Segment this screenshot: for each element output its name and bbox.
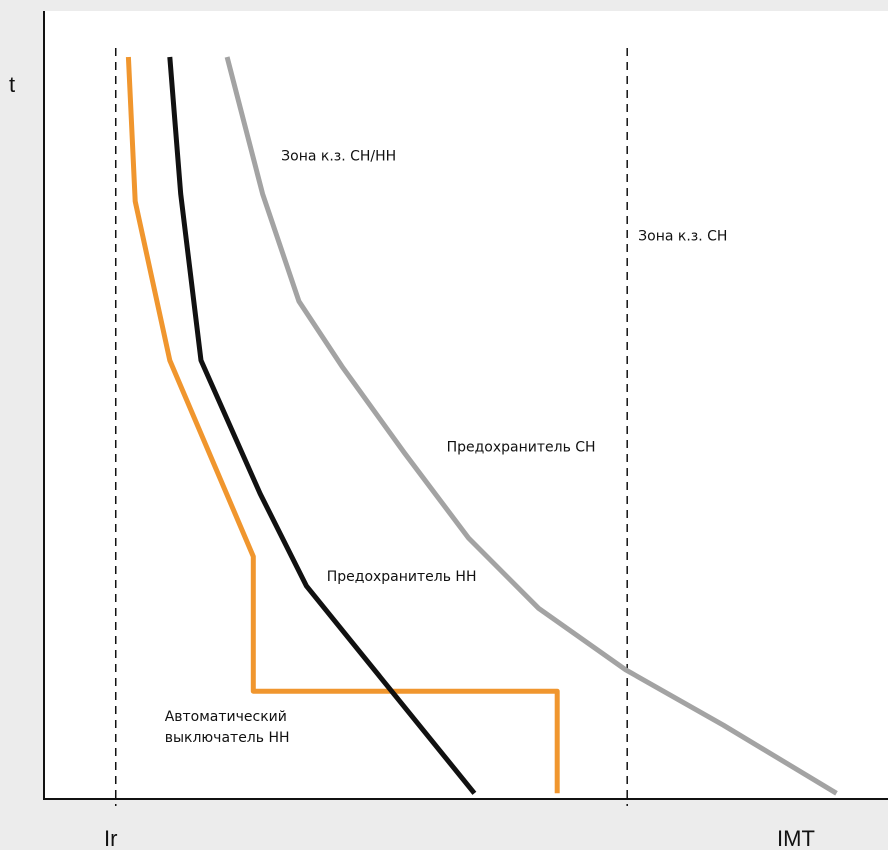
- annotations: Зона к.з. СН/НН Зона к.з. СН Предохранител…: [165, 149, 728, 746]
- annotation-1: Зона к.з. СН/НН: [281, 149, 396, 165]
- series-line-gray: [224, 56, 838, 796]
- y-axis-label: t: [9, 72, 15, 97]
- reference-lines: [114, 48, 628, 806]
- annotation-2: Зона к.з. СН: [638, 229, 727, 245]
- series-line-orange: [125, 56, 560, 794]
- x-tick-label-imt: IMT: [777, 826, 815, 850]
- annotation-3: Предохранитель СН: [447, 439, 596, 455]
- x-tick-label-ir: Ir: [104, 826, 117, 850]
- series-group: [125, 56, 838, 796]
- annotation-5: Автоматический выключатель НН: [165, 709, 290, 746]
- plot-area: [44, 11, 888, 798]
- series-line-black: [167, 56, 477, 795]
- annotation-4: Предохранитель НН: [327, 569, 477, 585]
